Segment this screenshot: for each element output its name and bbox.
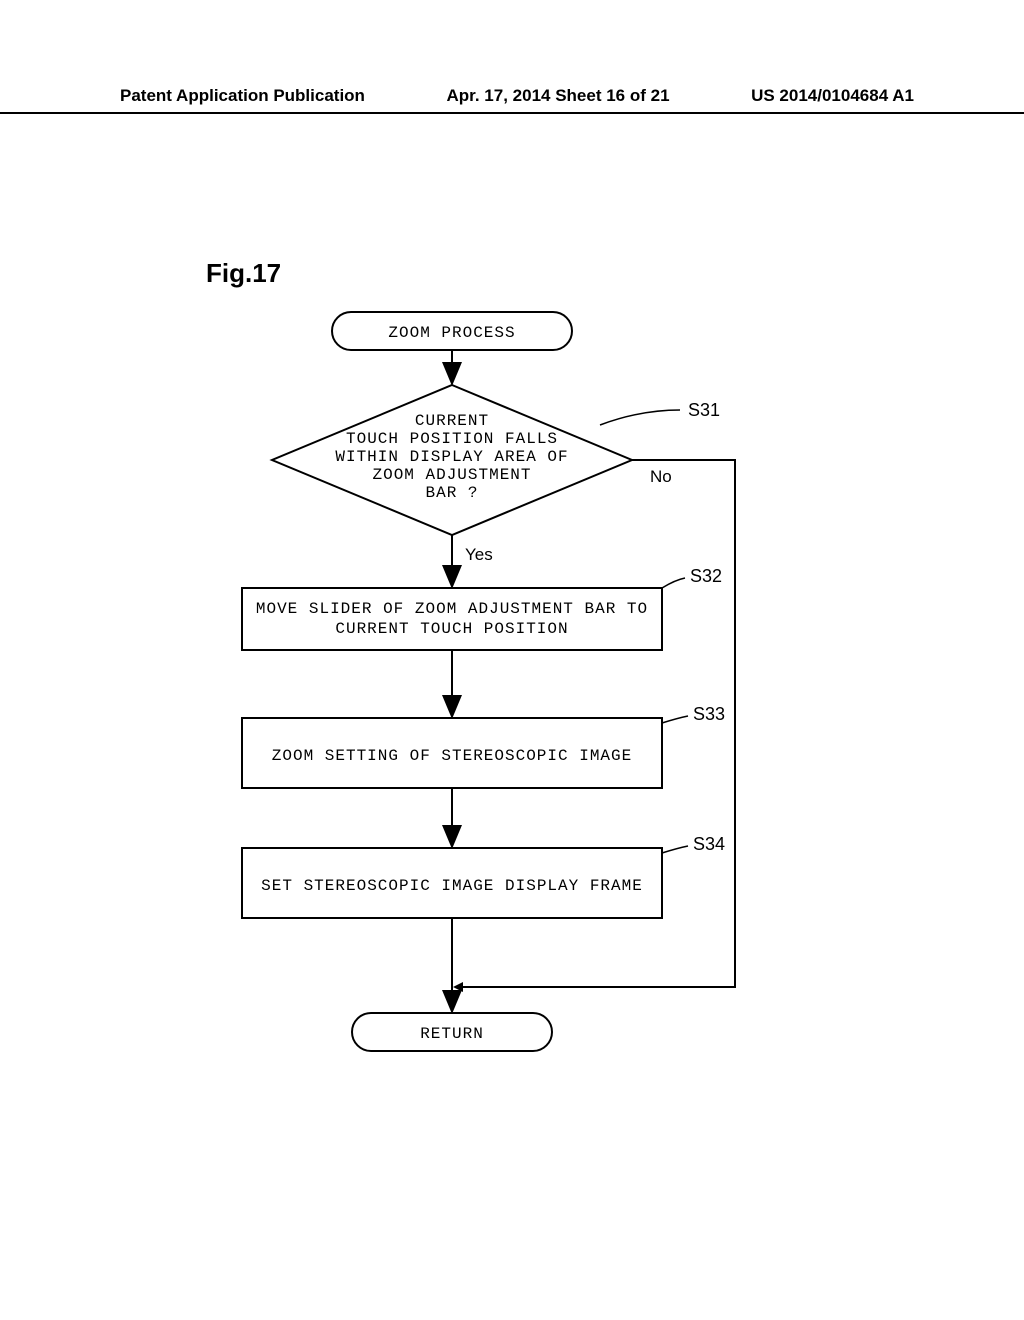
header-right: US 2014/0104684 A1 — [751, 86, 914, 106]
node-s33: ZOOM SETTING OF STEREOSCOPIC IMAGE — [242, 718, 662, 788]
svg-text:WITHIN DISPLAY AREA OF: WITHIN DISPLAY AREA OF — [335, 448, 568, 466]
svg-text:RETURN: RETURN — [420, 1025, 484, 1043]
svg-text:ZOOM SETTING OF STEREOSCOPIC I: ZOOM SETTING OF STEREOSCOPIC IMAGE — [272, 747, 632, 765]
svg-text:SET STEREOSCOPIC IMAGE DISPLAY: SET STEREOSCOPIC IMAGE DISPLAY FRAME — [261, 877, 643, 895]
node-return: RETURN — [352, 1013, 552, 1051]
svg-text:TOUCH POSITION FALLS: TOUCH POSITION FALLS — [346, 430, 558, 448]
node-s32: MOVE SLIDER OF ZOOM ADJUSTMENT BAR TO CU… — [242, 588, 662, 650]
step-label-s33: S33 — [693, 704, 725, 724]
leader-s32 — [662, 578, 685, 588]
svg-text:BAR ?: BAR ? — [425, 484, 478, 502]
leader-s33 — [662, 716, 688, 723]
svg-text:CURRENT: CURRENT — [415, 412, 489, 430]
step-label-s31: S31 — [688, 400, 720, 420]
node-decision: CURRENT TOUCH POSITION FALLS WITHIN DISP… — [272, 385, 632, 535]
svg-text:ZOOM ADJUSTMENT: ZOOM ADJUSTMENT — [372, 466, 531, 484]
yes-label: Yes — [465, 545, 493, 564]
merge-arrowhead — [453, 982, 463, 992]
step-label-s32: S32 — [690, 566, 722, 586]
svg-text:MOVE SLIDER OF ZOOM ADJUSTMENT: MOVE SLIDER OF ZOOM ADJUSTMENT BAR TO — [256, 600, 648, 618]
step-label-s34: S34 — [693, 834, 725, 854]
node-s34: SET STEREOSCOPIC IMAGE DISPLAY FRAME — [242, 848, 662, 918]
header-center: Apr. 17, 2014 Sheet 16 of 21 — [447, 86, 670, 106]
header-left: Patent Application Publication — [120, 86, 365, 106]
svg-text:CURRENT TOUCH POSITION: CURRENT TOUCH POSITION — [335, 620, 568, 638]
no-label: No — [650, 467, 672, 486]
figure-label: Fig.17 — [206, 258, 281, 289]
svg-text:ZOOM PROCESS: ZOOM PROCESS — [388, 324, 515, 342]
leader-s34 — [662, 846, 688, 853]
leader-s31 — [600, 410, 680, 425]
flowchart-svg: ZOOM PROCESS CURRENT TOUCH POSITION FALL… — [180, 310, 880, 1090]
page-header: Patent Application Publication Apr. 17, … — [0, 86, 1024, 114]
node-start: ZOOM PROCESS — [332, 312, 572, 350]
